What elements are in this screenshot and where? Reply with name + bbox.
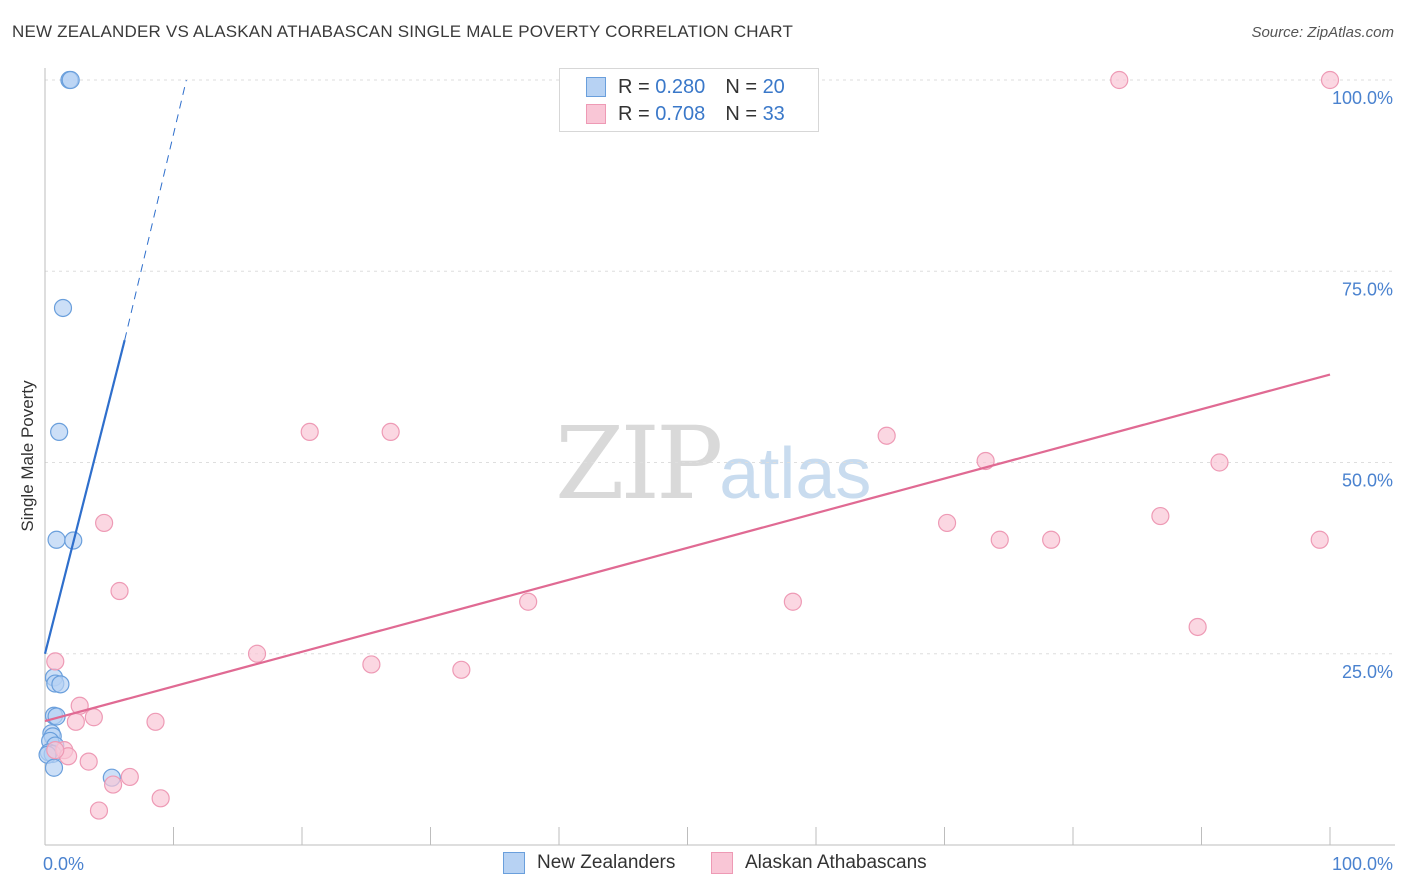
n-value: 20 bbox=[762, 75, 785, 98]
data-point-alaskan-athabascans bbox=[104, 775, 123, 794]
data-point-new-zealanders bbox=[53, 298, 73, 318]
source-label: Source: ZipAtlas.com bbox=[1251, 24, 1394, 41]
data-point-alaskan-athabascans bbox=[1210, 453, 1229, 472]
data-point-new-zealanders bbox=[47, 530, 66, 549]
data-point-alaskan-athabascans bbox=[110, 581, 129, 601]
data-point-new-zealanders bbox=[50, 422, 69, 441]
data-point-alaskan-athabascans bbox=[452, 660, 471, 679]
legend-swatch-blue bbox=[586, 77, 606, 97]
data-point-alaskan-athabascans bbox=[1188, 617, 1207, 637]
stats-legend-row-alaskan-athabascans: R = 0.708 N = 33 bbox=[586, 102, 785, 126]
data-point-alaskan-athabascans bbox=[1151, 506, 1170, 526]
n-label: N = bbox=[725, 75, 757, 98]
data-point-new-zealanders bbox=[44, 758, 64, 777]
x-tick-label: 100.0% bbox=[1332, 854, 1393, 874]
data-point-alaskan-athabascans bbox=[79, 752, 98, 771]
data-point-alaskan-athabascans bbox=[381, 422, 400, 441]
y-tick-label: 75.0% bbox=[1342, 279, 1393, 299]
y-tick-label: 25.0% bbox=[1342, 662, 1393, 682]
watermark: ZIPatlas bbox=[555, 405, 871, 522]
r-label: R = bbox=[618, 75, 650, 98]
data-point-alaskan-athabascans bbox=[46, 652, 65, 671]
data-point-alaskan-athabascans bbox=[247, 644, 267, 663]
trend-line-new-zealanders bbox=[43, 339, 126, 655]
stats-legend-row-new-zealanders: R = 0.280 N = 20 bbox=[586, 75, 785, 99]
data-point-alaskan-athabascans bbox=[120, 767, 139, 787]
data-point-new-zealanders bbox=[51, 675, 70, 694]
x-tick-label: 0.0% bbox=[43, 854, 84, 874]
legend-swatch-blue bbox=[503, 852, 525, 874]
data-point-alaskan-athabascans bbox=[46, 741, 65, 760]
data-point-alaskan-athabascans bbox=[1320, 70, 1340, 90]
watermark-zip: ZIP bbox=[555, 405, 723, 522]
data-point-alaskan-athabascans bbox=[146, 712, 165, 731]
r-value: 0.280 bbox=[655, 75, 706, 98]
data-point-alaskan-athabascans bbox=[519, 592, 538, 611]
data-point-alaskan-athabascans bbox=[1042, 530, 1061, 549]
r-value: 0.708 bbox=[655, 102, 706, 125]
legend-item-alaskan-athabascans[interactable]: Alaskan Athabascans bbox=[711, 852, 927, 874]
y-tick-label: 100.0% bbox=[1332, 88, 1393, 108]
legend-label: Alaskan Athabascans bbox=[745, 852, 927, 873]
data-point-alaskan-athabascans bbox=[783, 592, 802, 611]
legend-label: New Zealanders bbox=[537, 852, 676, 873]
legend-swatch-pink bbox=[586, 104, 606, 124]
data-point-alaskan-athabascans bbox=[362, 655, 381, 674]
data-point-alaskan-athabascans bbox=[84, 708, 103, 727]
y-axis-label: Single Male Poverty bbox=[18, 380, 37, 532]
data-point-alaskan-athabascans bbox=[95, 513, 114, 533]
data-point-alaskan-athabascans bbox=[877, 426, 896, 445]
chart-title: NEW ZEALANDER VS ALASKAN ATHABASCAN SING… bbox=[12, 22, 794, 41]
data-point-alaskan-athabascans bbox=[937, 513, 957, 533]
n-label: N = bbox=[725, 102, 757, 125]
data-point-alaskan-athabascans bbox=[89, 801, 109, 820]
data-point-alaskan-athabascans bbox=[990, 530, 1009, 549]
legend-swatch-pink bbox=[711, 852, 733, 874]
stats-legend: R = 0.280 N = 20 R = 0.708 N = 33 bbox=[559, 68, 819, 132]
legend-item-new-zealanders[interactable]: New Zealanders bbox=[503, 852, 675, 874]
trend-line-alaskan-athabascans bbox=[44, 373, 1331, 723]
n-value: 33 bbox=[762, 102, 785, 125]
r-label: R = bbox=[618, 102, 650, 125]
data-point-alaskan-athabascans bbox=[1310, 530, 1329, 549]
y-tick-label: 50.0% bbox=[1342, 471, 1393, 491]
data-point-alaskan-athabascans bbox=[151, 789, 170, 808]
watermark-atlas: atlas bbox=[719, 434, 872, 514]
data-point-alaskan-athabascans bbox=[66, 712, 85, 731]
data-point-alaskan-athabascans bbox=[300, 422, 319, 441]
trend-extension-new-zealanders bbox=[124, 79, 187, 341]
data-point-new-zealanders bbox=[61, 70, 80, 90]
data-point-alaskan-athabascans bbox=[1110, 70, 1129, 90]
